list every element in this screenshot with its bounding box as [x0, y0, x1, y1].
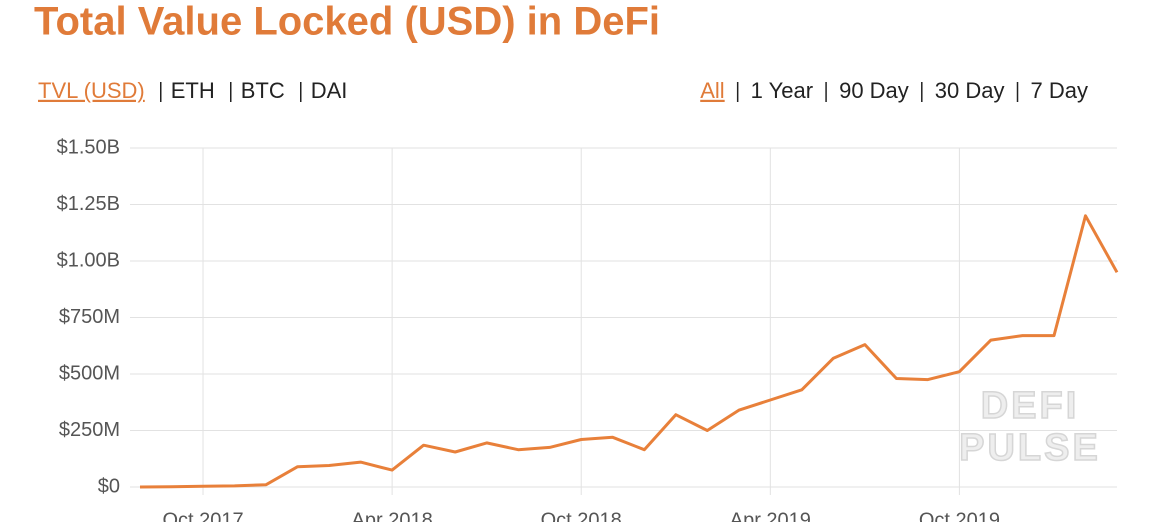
y-tick-label: $1.50B	[57, 136, 120, 158]
range-option[interactable]: 90 Day	[839, 78, 909, 103]
y-tick-label: $750M	[59, 306, 120, 328]
x-tick-label: Oct 2017	[162, 509, 243, 522]
x-tick-label: Oct 2018	[541, 509, 622, 522]
range-option[interactable]: 1 Year	[751, 78, 813, 103]
unit-option[interactable]: ETH	[171, 78, 215, 103]
tvl-line	[139, 214, 1119, 489]
y-tick-label: $1.00B	[57, 249, 120, 271]
unit-option[interactable]: BTC	[241, 78, 285, 103]
chart-title: Total Value Locked (USD) in DeFi	[34, 0, 660, 44]
x-tick-label: Apr 2018	[352, 509, 433, 522]
unit-option[interactable]: TVL (USD)	[38, 78, 145, 103]
y-tick-label: $1.25B	[57, 193, 120, 215]
range-option[interactable]: All	[700, 78, 724, 103]
range-option[interactable]: 30 Day	[935, 78, 1005, 103]
y-tick-label: $500M	[59, 362, 120, 384]
x-tick-label: Apr 2019	[730, 509, 811, 522]
x-tick-label: Oct 2019	[919, 509, 1000, 522]
y-tick-label: $0	[98, 475, 120, 497]
watermark: PULSE	[959, 427, 1101, 469]
watermark: DEFI	[981, 385, 1080, 427]
y-tick-label: $250M	[59, 419, 120, 441]
unit-option[interactable]: DAI	[311, 78, 348, 103]
range-option[interactable]: 7 Day	[1031, 78, 1088, 103]
